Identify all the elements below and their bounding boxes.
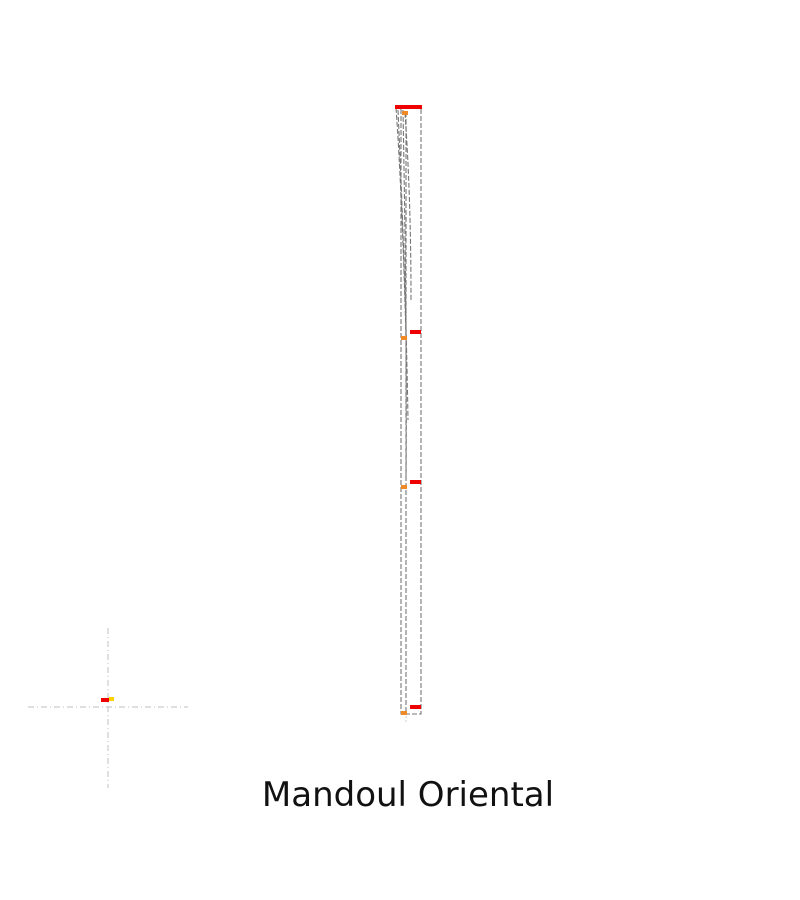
location-marker-middle-sub <box>401 485 407 489</box>
location-marker-top-sub <box>402 111 408 115</box>
location-marker-upper <box>410 330 421 334</box>
location-marker-bottom-sub <box>401 711 407 715</box>
inset-locator <box>28 628 188 788</box>
location-marker-top-right <box>409 105 422 109</box>
region-boundary-curve-4 <box>402 109 407 481</box>
inset-location-marker <box>101 698 109 702</box>
map-title: Mandoul Oriental <box>261 775 555 815</box>
region-boundary-curve-2 <box>397 109 409 421</box>
region-outline <box>395 107 422 715</box>
location-marker-top-left <box>395 105 409 109</box>
location-marker-middle <box>410 480 421 484</box>
region-boundary-curve-3 <box>404 112 412 301</box>
inset-location-highlight <box>109 697 114 701</box>
location-marker-upper-sub <box>401 336 407 340</box>
location-markers <box>395 105 422 722</box>
location-marker-bottom <box>410 705 421 709</box>
